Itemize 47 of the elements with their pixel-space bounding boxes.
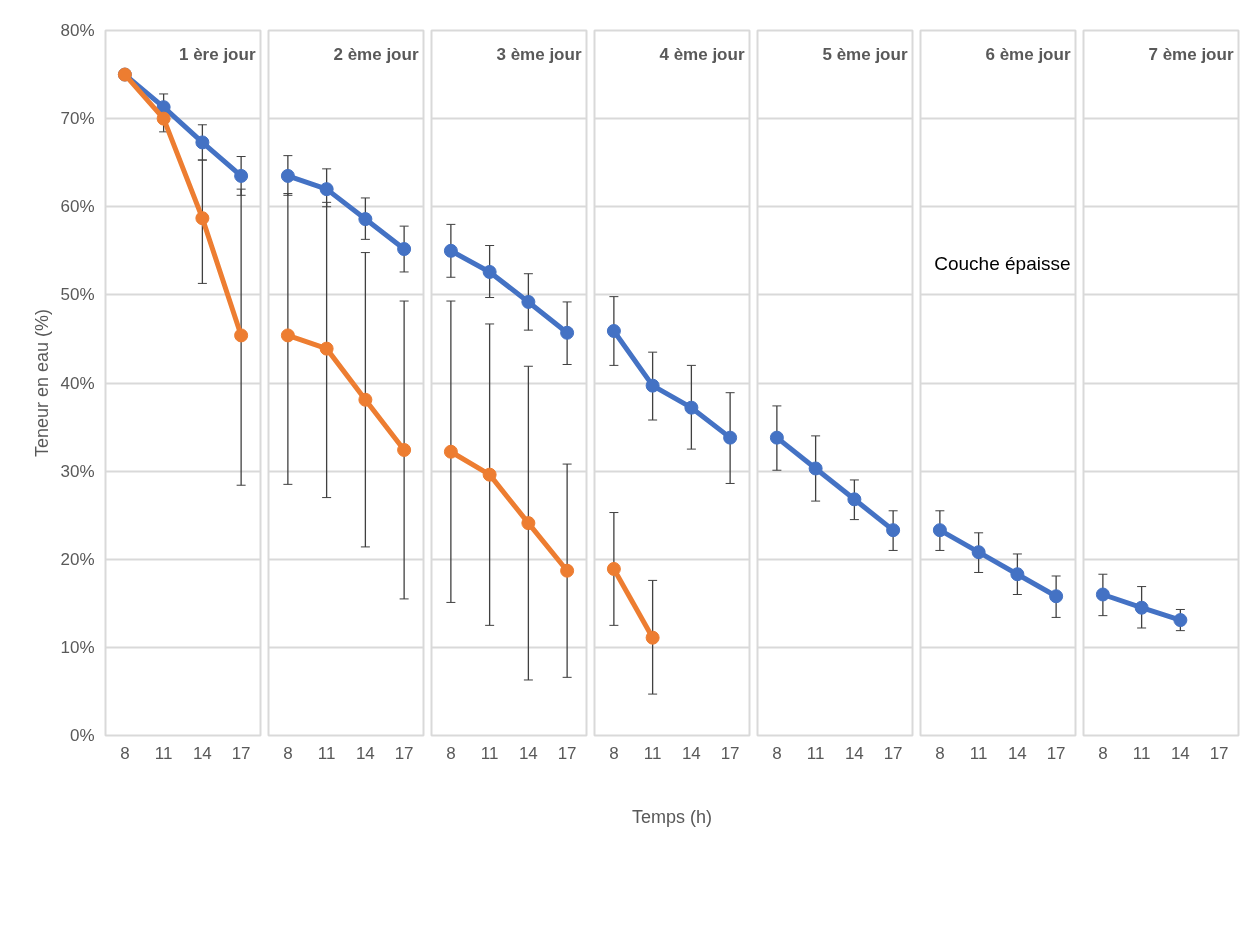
x-tick-label: 14 (681, 743, 701, 763)
x-tick-label: 14 (844, 743, 864, 763)
y-tick-label: 80% (60, 21, 95, 40)
x-tick-label: 17 (557, 743, 577, 763)
x-tick-label: 11 (969, 743, 988, 763)
x-tick-label: 8 (609, 743, 619, 763)
x-axis-title: Temps (h) (631, 806, 713, 827)
x-tick-label: 8 (1098, 743, 1108, 763)
y-tick-label: 70% (60, 109, 95, 129)
text: 6 ème jour (985, 44, 1071, 64)
x-tick-label: 11 (643, 743, 662, 763)
y-tick-label: 20% (60, 549, 95, 569)
x-tick-label: 8 (446, 743, 456, 763)
text: 1 ère jour (178, 44, 256, 64)
x-tick-label: 17 (1209, 743, 1229, 763)
x-tick-label: 17 (720, 743, 740, 763)
text: 5 ème jour (822, 44, 908, 64)
x-tick-label: 11 (806, 743, 825, 763)
text: 4 ème jour (659, 44, 745, 64)
x-tick-label: 14 (518, 743, 538, 763)
y-axis-title: Teneur en eau (%) (32, 308, 53, 458)
y-tick-label: 40% (60, 373, 95, 393)
y-tick-label: 0% (69, 726, 95, 745)
x-tick-label: 17 (883, 743, 903, 763)
x-tick-label: 11 (1132, 743, 1151, 763)
x-tick-label: 17 (394, 743, 414, 763)
text: 2 ème jour (333, 44, 419, 64)
x-tick-label: 14 (1007, 743, 1027, 763)
y-tick-label: 30% (60, 461, 95, 481)
x-tick-label: 11 (317, 743, 336, 763)
x-tick-label: 14 (1170, 743, 1190, 763)
x-tick-label: 8 (935, 743, 945, 763)
x-tick-label: 8 (120, 743, 130, 763)
x-tick-label: 17 (1046, 743, 1066, 763)
x-tick-label: 17 (231, 743, 251, 763)
x-tick-label: 11 (480, 743, 499, 763)
text: 3 ème jour (496, 44, 582, 64)
annotation: Couche épaisse (934, 252, 1071, 274)
x-tick-label: 14 (355, 743, 375, 763)
y-tick-label: 50% (60, 285, 95, 305)
x-tick-label: 8 (772, 743, 782, 763)
text: 7 ème jour (1148, 44, 1234, 64)
y-tick-label: 10% (60, 637, 95, 657)
x-tick-label: 8 (283, 743, 293, 763)
y-tick-label: 60% (60, 197, 95, 217)
x-tick-label: 14 (192, 743, 212, 763)
x-tick-label: 11 (154, 743, 173, 763)
